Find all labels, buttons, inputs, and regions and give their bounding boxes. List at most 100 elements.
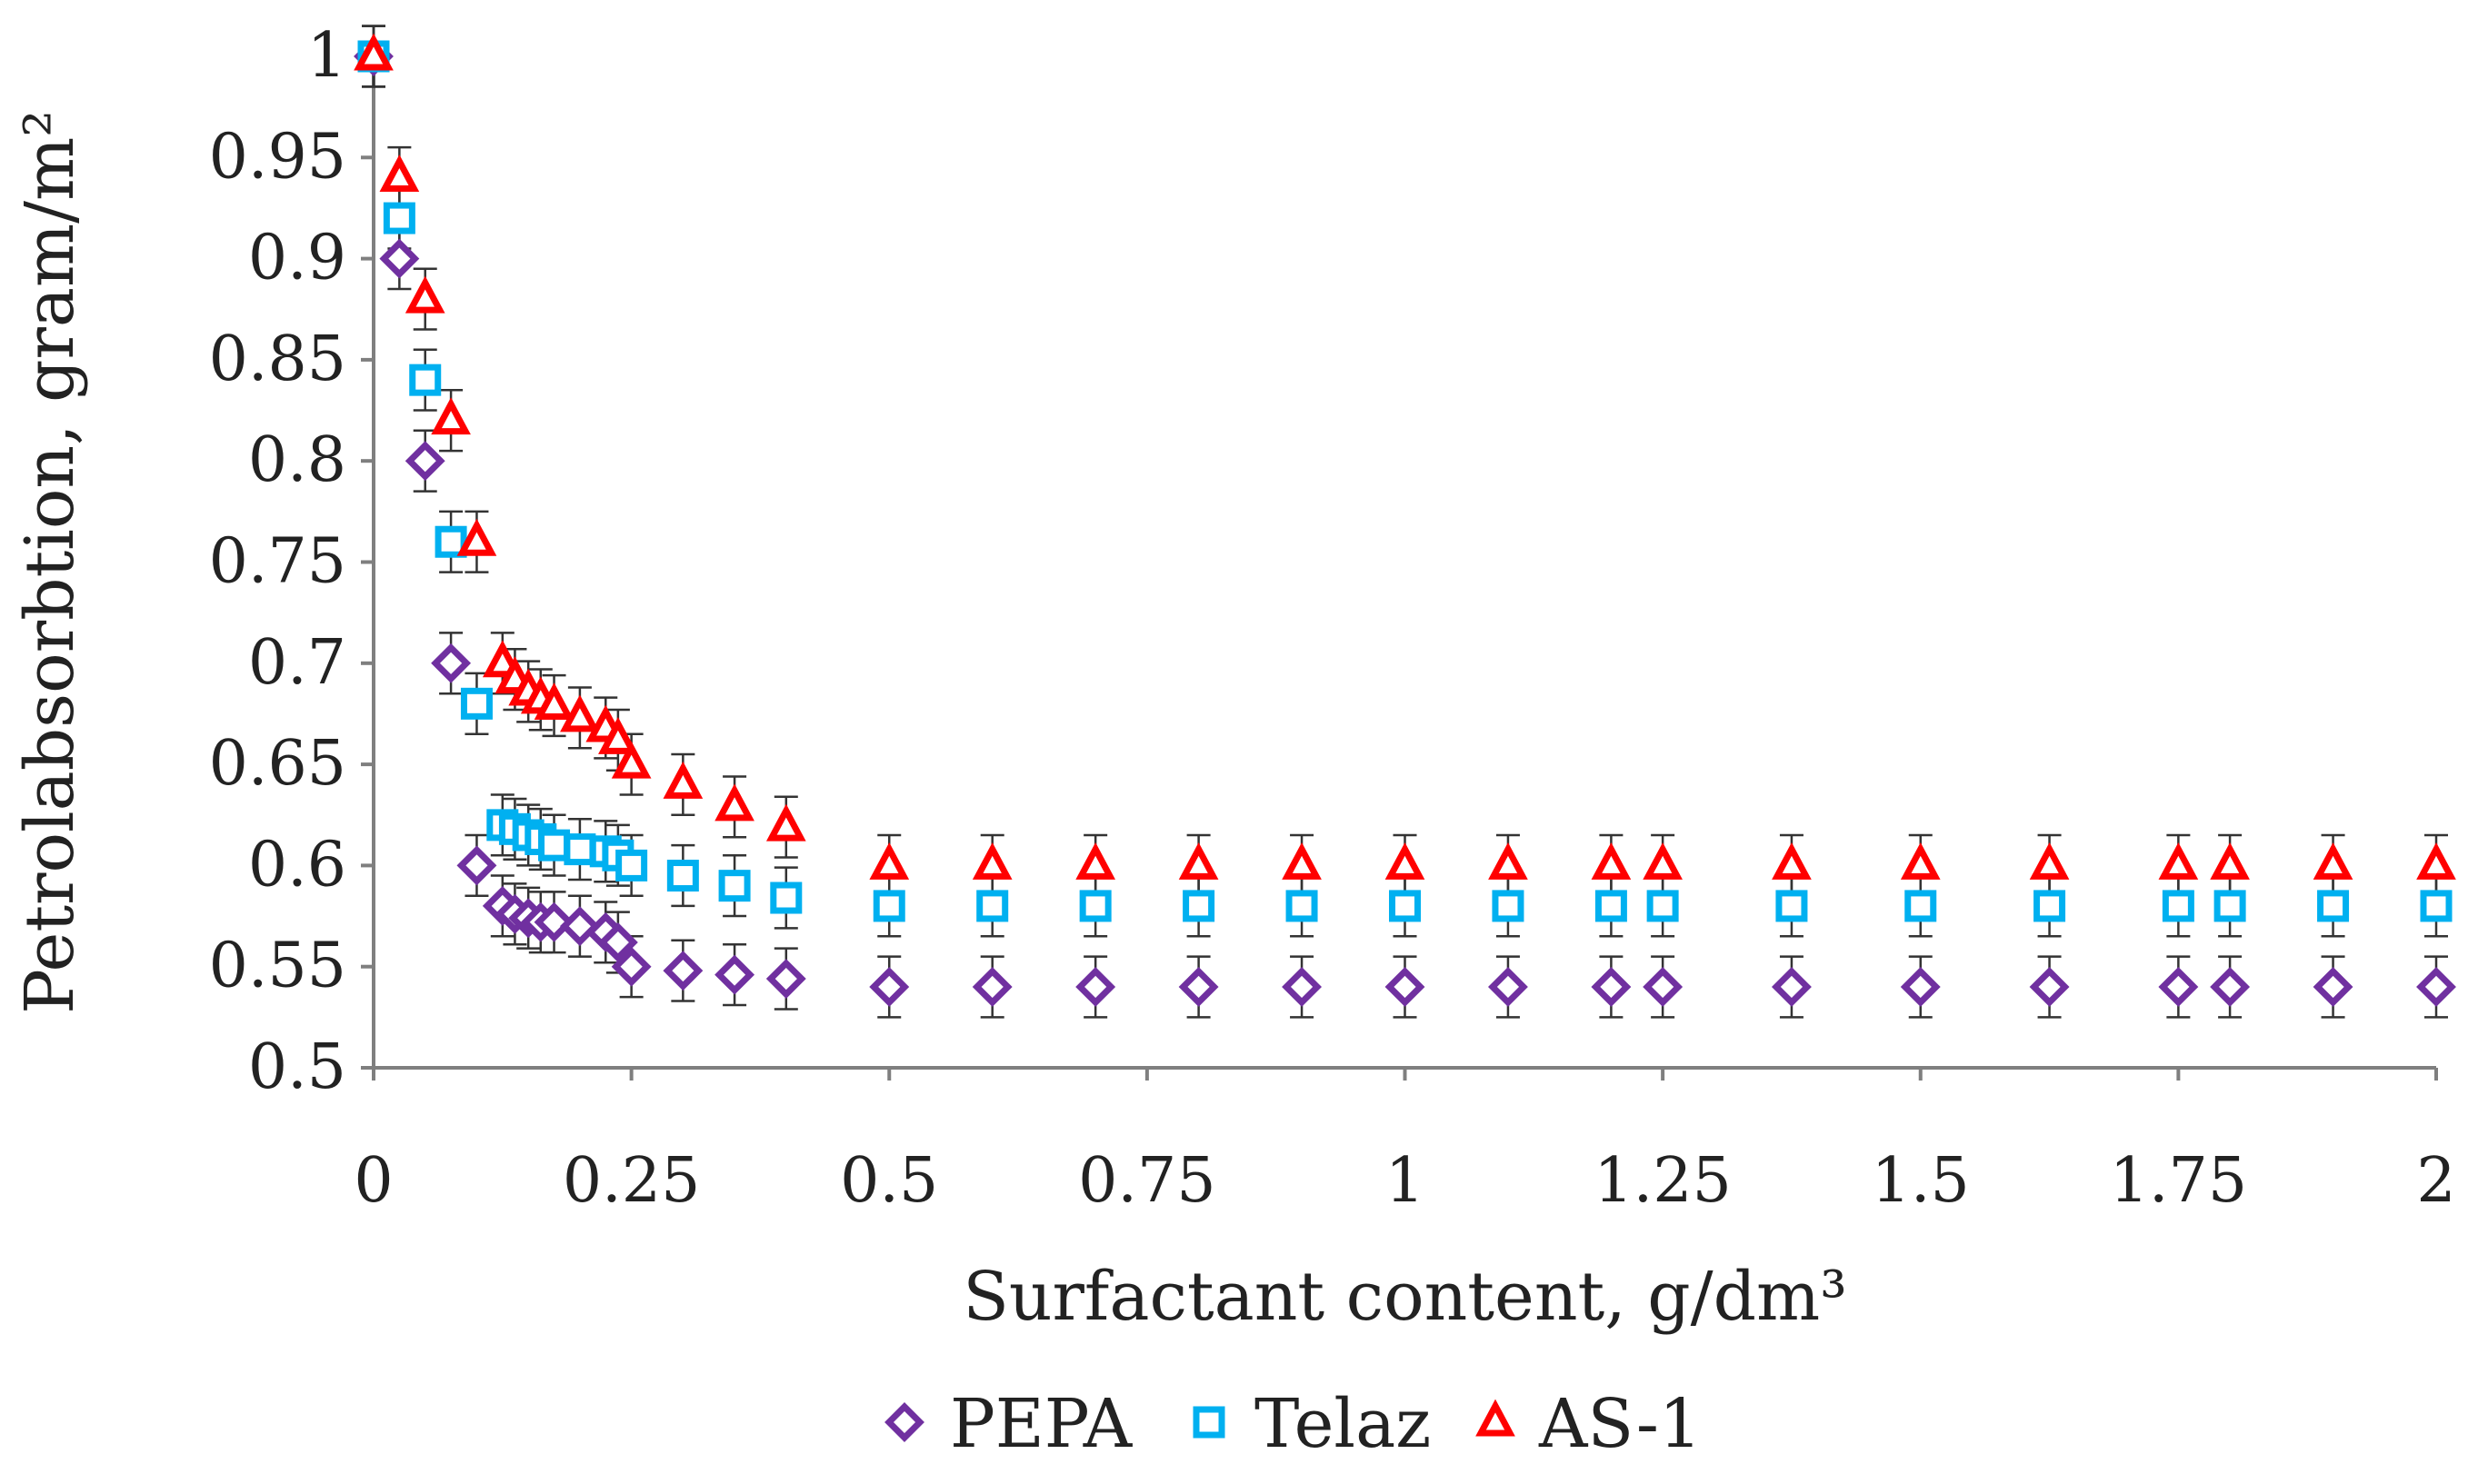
point-telaz	[564, 833, 596, 866]
point-as-1	[456, 518, 497, 556]
point-as-1	[405, 275, 445, 314]
legend-label-telaz: Telaz	[1254, 1385, 1431, 1463]
point-as-1	[2029, 842, 2070, 880]
point-as-1	[2210, 842, 2250, 880]
point-as-1	[1075, 842, 1115, 880]
point-pepa	[1900, 967, 1941, 1007]
y-tick-label: 0.55	[209, 931, 346, 1002]
point-pepa	[559, 906, 600, 947]
legend: PEPA Telaz AS-1	[884, 1385, 1702, 1463]
point-as-1	[663, 761, 704, 799]
point-telaz	[2033, 890, 2066, 922]
point-telaz	[615, 849, 648, 881]
point-as-1	[869, 842, 910, 880]
x-tick-label: 1.25	[1594, 1145, 1731, 1217]
point-telaz	[1594, 890, 1627, 922]
x-tick-label: 0	[354, 1145, 393, 1217]
point-as-1	[1178, 842, 1219, 880]
y-tick-label: 1	[307, 20, 346, 92]
point-telaz	[976, 890, 1009, 922]
point-telaz	[460, 687, 493, 720]
point-as-1	[611, 741, 652, 779]
point-pepa	[1643, 967, 1684, 1007]
point-pepa	[1591, 967, 1632, 1007]
point-as-1	[354, 33, 394, 71]
point-telaz	[1775, 890, 1808, 922]
y-tick-label: 0.9	[248, 223, 346, 294]
point-pepa	[1771, 967, 1812, 1007]
point-telaz	[2162, 890, 2194, 922]
y-axis-title: Petrolabsorbtion, gram/m²	[11, 110, 89, 1014]
data-markers	[354, 33, 2456, 1007]
point-telaz	[873, 890, 905, 922]
point-pepa	[534, 901, 575, 942]
point-telaz	[383, 202, 415, 234]
point-telaz	[718, 870, 751, 902]
point-pepa	[1488, 967, 1528, 1007]
point-pepa	[972, 967, 1013, 1007]
point-pepa	[611, 946, 652, 987]
point-telaz	[538, 829, 571, 862]
point-pepa	[2158, 967, 2199, 1007]
point-pepa	[405, 441, 445, 482]
y-tick-label: 0.5	[248, 1031, 346, 1103]
point-telaz	[1389, 890, 1421, 922]
point-telaz	[770, 881, 803, 914]
y-tick-label: 0.6	[248, 829, 346, 901]
point-as-1	[379, 154, 420, 193]
point-telaz	[1904, 890, 1937, 922]
point-telaz	[2420, 890, 2453, 922]
point-telaz	[1492, 890, 1524, 922]
point-as-1	[1643, 842, 1683, 880]
point-as-1	[765, 803, 806, 842]
y-tick-label: 0.65	[209, 728, 346, 800]
x-tick-label: 1.5	[1872, 1145, 1970, 1217]
legend-label-pepa: PEPA	[950, 1385, 1134, 1463]
point-as-1	[972, 842, 1013, 880]
legend-marker-as-1	[1475, 1399, 1515, 1437]
point-as-1	[1900, 842, 1941, 880]
x-tick-label: 0.75	[1078, 1145, 1215, 1217]
point-pepa	[379, 238, 420, 279]
point-pepa	[869, 967, 910, 1007]
point-as-1	[2416, 842, 2456, 880]
point-pepa	[1075, 967, 1116, 1007]
point-as-1	[1591, 842, 1632, 880]
point-as-1	[2313, 842, 2353, 880]
axes: 0.5 0.55 0.6 0.65 0.7 0.75 0.8 0.85 0.9 0.95 1 0 0.2…	[209, 20, 2456, 1217]
point-telaz	[1646, 890, 1679, 922]
point-pepa	[2416, 967, 2456, 1007]
x-tick-label: 1	[1385, 1145, 1424, 1217]
x-tick-label: 1.75	[2110, 1145, 2247, 1217]
point-telaz	[409, 364, 442, 396]
point-pepa	[2313, 967, 2353, 1007]
x-axis-title: Surfactant content, g/dm³	[963, 1258, 1847, 1336]
legend-label-as-1: AS-1	[1538, 1385, 1702, 1463]
point-as-1	[1282, 842, 1322, 880]
y-tick-label: 0.7	[248, 627, 346, 699]
point-as-1	[560, 694, 600, 732]
legend-marker-telaz	[1193, 1406, 1225, 1439]
point-pepa	[1384, 967, 1425, 1007]
point-pepa	[2210, 967, 2251, 1007]
x-tick-label: 2	[2416, 1145, 2455, 1217]
point-telaz	[666, 860, 699, 892]
point-telaz	[1285, 890, 1318, 922]
y-tick-label: 0.75	[209, 526, 346, 598]
point-pepa	[714, 954, 755, 995]
y-tick-label: 0.8	[248, 424, 346, 496]
point-pepa	[431, 642, 472, 683]
point-as-1	[1772, 842, 1812, 880]
x-tick-label: 0.5	[840, 1145, 938, 1217]
point-pepa	[663, 951, 704, 991]
point-pepa	[1178, 967, 1219, 1007]
point-pepa	[765, 959, 806, 1000]
point-as-1	[1384, 842, 1425, 880]
y-tick-label: 0.85	[209, 324, 346, 395]
point-pepa	[597, 922, 638, 962]
point-pepa	[456, 845, 497, 886]
point-telaz	[2317, 890, 2350, 922]
point-as-1	[598, 716, 638, 754]
point-as-1	[1488, 842, 1528, 880]
